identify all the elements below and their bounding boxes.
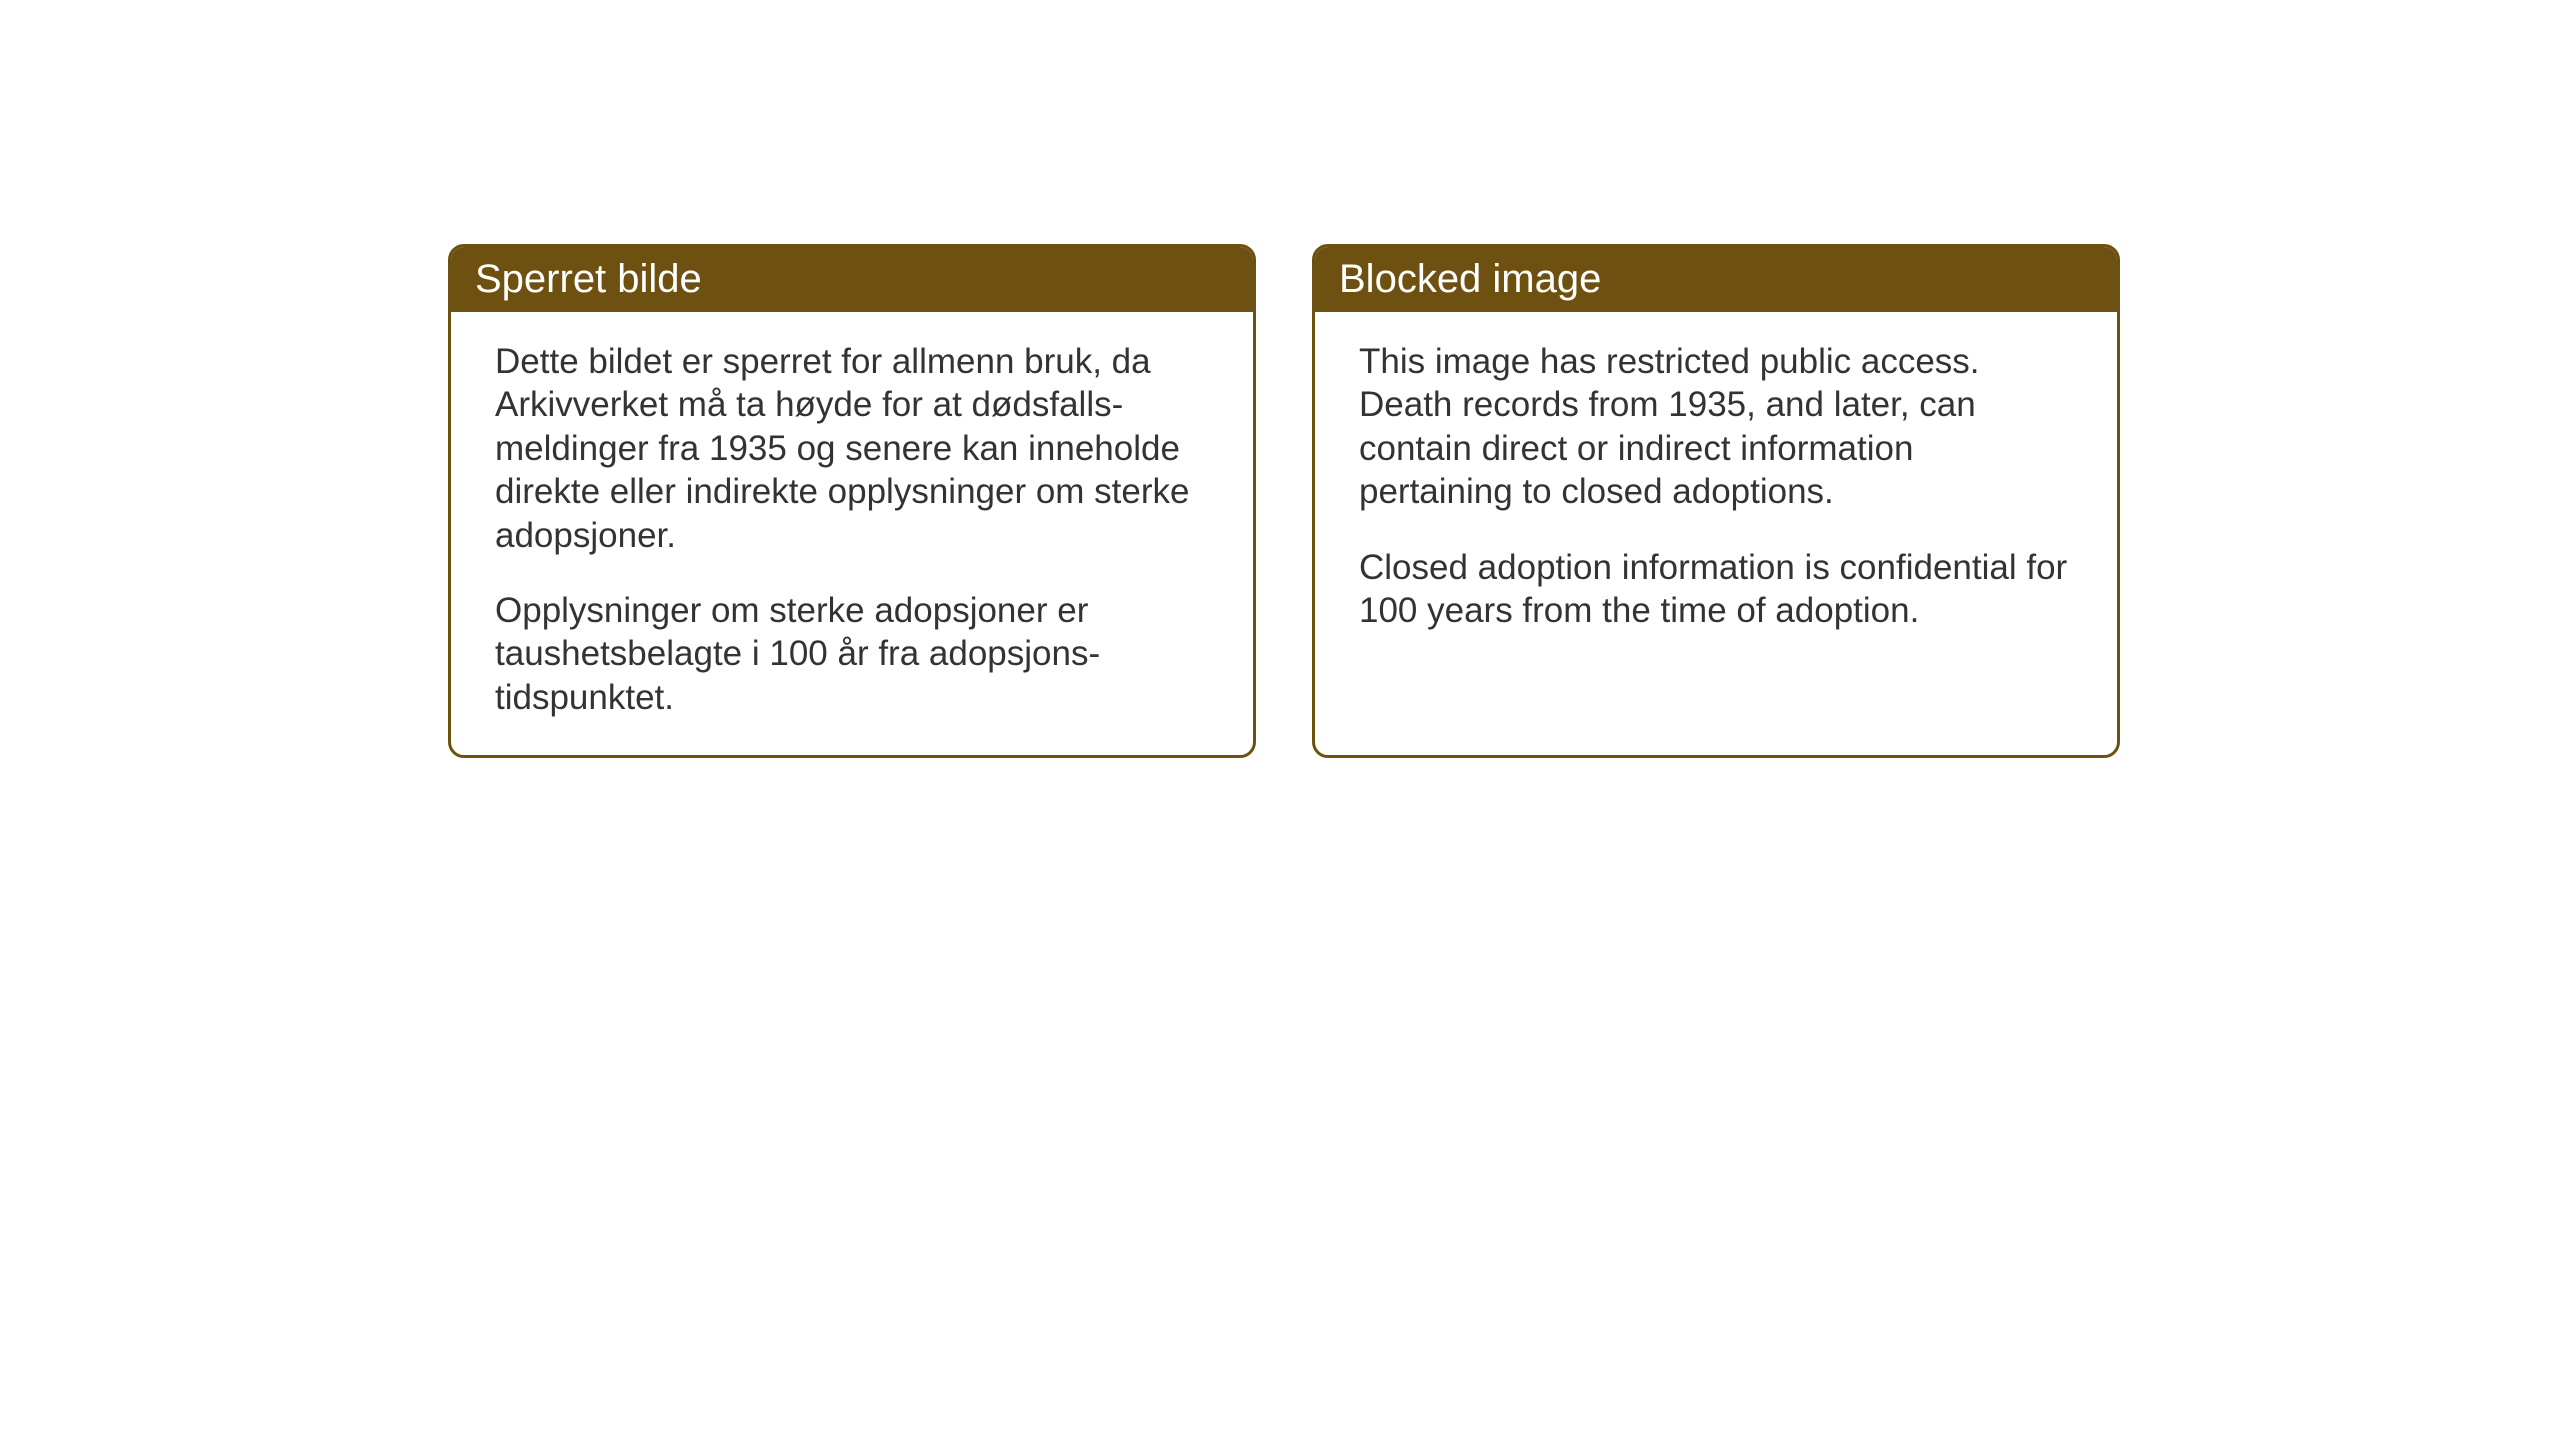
card-title: Blocked image [1339,257,1601,301]
card-body: Dette bildet er sperret for allmenn bruk… [451,312,1253,755]
notice-card-english: Blocked image This image has restricted … [1312,244,2120,758]
card-paragraph: Closed adoption information is confident… [1359,546,2073,633]
notice-card-norwegian: Sperret bilde Dette bildet er sperret fo… [448,244,1256,758]
card-paragraph: Opplysninger om sterke adopsjoner er tau… [495,589,1209,719]
card-body: This image has restricted public access.… [1315,312,2117,668]
notice-container: Sperret bilde Dette bildet er sperret fo… [448,244,2120,758]
card-header: Sperret bilde [451,247,1253,312]
card-header: Blocked image [1315,247,2117,312]
card-paragraph: This image has restricted public access.… [1359,340,2073,514]
card-title: Sperret bilde [475,257,702,301]
card-paragraph: Dette bildet er sperret for allmenn bruk… [495,340,1209,557]
